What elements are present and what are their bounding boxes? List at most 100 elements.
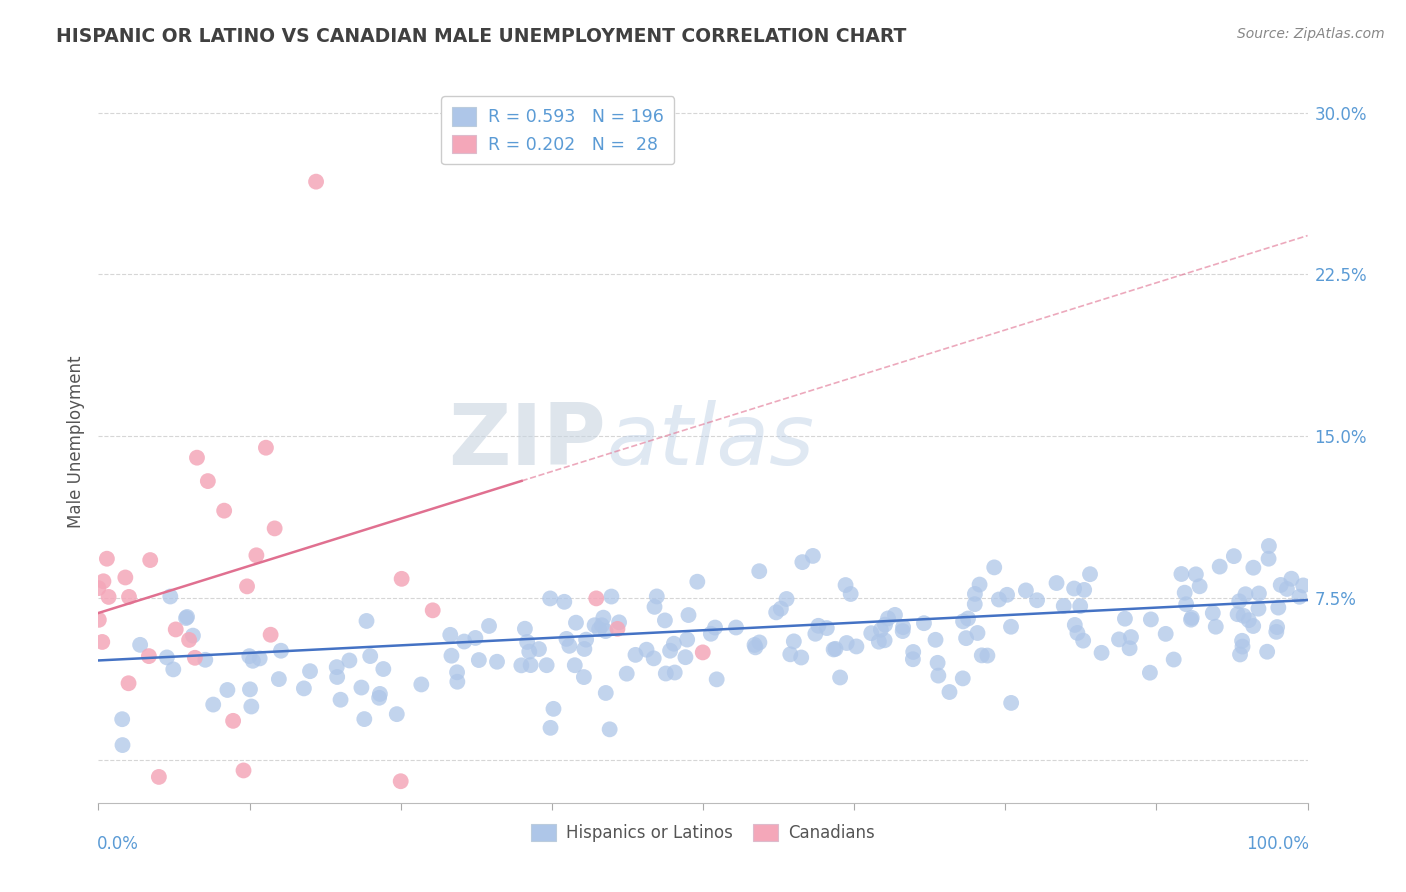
Point xyxy=(599,723,621,737)
Point xyxy=(815,621,838,635)
Point xyxy=(540,721,562,735)
Point xyxy=(1233,608,1256,623)
Point xyxy=(748,564,770,578)
Point xyxy=(464,631,486,645)
Point xyxy=(468,653,491,667)
Point xyxy=(595,686,617,700)
Point xyxy=(114,570,136,584)
Point xyxy=(678,608,700,623)
Point xyxy=(654,614,676,628)
Point xyxy=(1026,593,1049,607)
Point xyxy=(686,574,709,589)
Point xyxy=(411,677,433,691)
Point xyxy=(519,658,541,673)
Point xyxy=(572,670,595,684)
Point xyxy=(446,665,468,680)
Point xyxy=(184,650,207,665)
Point xyxy=(1000,620,1022,634)
Point xyxy=(664,665,686,680)
Point xyxy=(585,591,607,606)
Point xyxy=(1202,606,1225,620)
Point xyxy=(1180,613,1202,627)
Legend: Hispanics or Latinos, Canadians: Hispanics or Latinos, Canadians xyxy=(524,817,882,848)
Point xyxy=(748,635,770,649)
Point xyxy=(1119,630,1142,644)
Point xyxy=(1257,539,1279,553)
Point xyxy=(1265,620,1288,634)
Point xyxy=(765,606,787,620)
Point xyxy=(118,590,141,604)
Point xyxy=(700,626,723,640)
Point xyxy=(326,670,349,684)
Point xyxy=(983,560,1005,574)
Point xyxy=(924,632,946,647)
Point xyxy=(1069,599,1091,613)
Point xyxy=(165,623,187,637)
Point xyxy=(1223,549,1246,563)
Point xyxy=(267,672,290,686)
Text: 100.0%: 100.0% xyxy=(1246,835,1309,854)
Point xyxy=(389,774,412,789)
Point xyxy=(91,635,114,649)
Point xyxy=(744,640,766,655)
Point xyxy=(783,634,806,648)
Point xyxy=(516,635,538,649)
Point xyxy=(870,623,893,637)
Point xyxy=(194,653,217,667)
Point xyxy=(976,648,998,663)
Point xyxy=(446,674,468,689)
Point xyxy=(1234,587,1257,601)
Point xyxy=(824,641,846,656)
Point xyxy=(249,651,271,665)
Point xyxy=(1185,567,1208,582)
Point xyxy=(575,632,598,647)
Text: Source: ZipAtlas.com: Source: ZipAtlas.com xyxy=(1237,27,1385,41)
Point xyxy=(176,610,198,624)
Point xyxy=(1114,612,1136,626)
Point xyxy=(1063,582,1085,596)
Point xyxy=(242,654,264,668)
Point xyxy=(138,649,160,664)
Point xyxy=(595,624,617,639)
Point xyxy=(987,592,1010,607)
Point xyxy=(510,658,533,673)
Point xyxy=(298,664,321,678)
Point xyxy=(159,590,181,604)
Point xyxy=(891,620,914,634)
Point xyxy=(901,652,924,666)
Point xyxy=(704,621,727,635)
Point xyxy=(1188,579,1211,593)
Point xyxy=(970,648,993,663)
Point xyxy=(659,643,682,657)
Point xyxy=(1090,646,1112,660)
Point xyxy=(177,632,200,647)
Point xyxy=(239,682,262,697)
Point xyxy=(952,615,974,629)
Point xyxy=(1267,600,1289,615)
Point xyxy=(292,681,315,696)
Point xyxy=(1118,641,1140,656)
Point xyxy=(1154,627,1177,641)
Point xyxy=(1281,572,1303,586)
Point xyxy=(259,628,281,642)
Point xyxy=(558,639,581,653)
Point xyxy=(373,662,395,676)
Point xyxy=(353,712,375,726)
Point xyxy=(995,588,1018,602)
Point xyxy=(93,574,115,589)
Point xyxy=(1227,594,1250,608)
Point xyxy=(1208,559,1230,574)
Point xyxy=(692,645,714,659)
Point xyxy=(1226,607,1249,622)
Point xyxy=(592,610,614,624)
Point xyxy=(1232,640,1254,654)
Point xyxy=(645,590,668,604)
Point xyxy=(538,591,561,606)
Point xyxy=(1053,599,1076,613)
Point xyxy=(156,650,179,665)
Point xyxy=(368,687,391,701)
Point xyxy=(801,549,824,563)
Point xyxy=(644,599,666,614)
Point xyxy=(486,655,509,669)
Point xyxy=(1241,619,1264,633)
